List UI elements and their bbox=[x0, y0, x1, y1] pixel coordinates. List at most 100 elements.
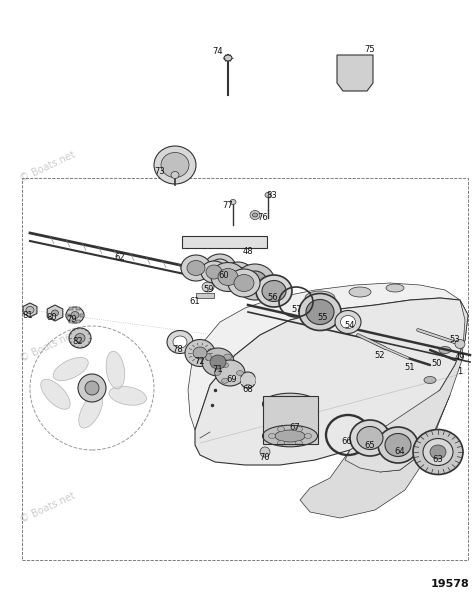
Ellipse shape bbox=[205, 353, 212, 361]
Ellipse shape bbox=[253, 213, 257, 217]
Ellipse shape bbox=[66, 307, 84, 323]
Ellipse shape bbox=[167, 331, 193, 353]
Text: 55: 55 bbox=[318, 313, 328, 322]
Polygon shape bbox=[337, 55, 373, 91]
Ellipse shape bbox=[250, 211, 260, 220]
Ellipse shape bbox=[187, 260, 205, 275]
Ellipse shape bbox=[109, 386, 146, 405]
Ellipse shape bbox=[215, 368, 221, 376]
Bar bbox=[182, 236, 267, 248]
Ellipse shape bbox=[161, 152, 189, 177]
Text: 50: 50 bbox=[432, 359, 442, 368]
Ellipse shape bbox=[69, 328, 91, 348]
Ellipse shape bbox=[306, 300, 334, 325]
Ellipse shape bbox=[423, 439, 453, 466]
Ellipse shape bbox=[413, 429, 463, 475]
Polygon shape bbox=[345, 300, 468, 472]
Text: 65: 65 bbox=[365, 442, 375, 451]
Bar bbox=[76, 307, 81, 310]
Text: © Boats.net: © Boats.net bbox=[19, 150, 77, 184]
Ellipse shape bbox=[237, 371, 244, 376]
Ellipse shape bbox=[41, 379, 70, 410]
Ellipse shape bbox=[181, 255, 211, 281]
Text: 81: 81 bbox=[23, 310, 33, 319]
Circle shape bbox=[260, 447, 270, 457]
Text: 1: 1 bbox=[457, 368, 463, 377]
Ellipse shape bbox=[385, 433, 411, 457]
Text: 80: 80 bbox=[46, 313, 57, 322]
Text: 49: 49 bbox=[455, 353, 465, 362]
Ellipse shape bbox=[228, 269, 260, 297]
Ellipse shape bbox=[228, 267, 248, 285]
Ellipse shape bbox=[241, 372, 255, 384]
Bar bbox=[66, 313, 70, 316]
Text: 52: 52 bbox=[375, 350, 385, 359]
Ellipse shape bbox=[221, 378, 228, 383]
Bar bbox=[70, 307, 73, 310]
Bar bbox=[241, 377, 255, 384]
Ellipse shape bbox=[241, 376, 255, 388]
Text: 68: 68 bbox=[243, 386, 254, 395]
Text: 56: 56 bbox=[268, 294, 278, 303]
Bar bbox=[263, 396, 318, 444]
Text: 79: 79 bbox=[67, 315, 77, 325]
Bar bbox=[263, 396, 318, 444]
Ellipse shape bbox=[424, 377, 436, 383]
Bar bbox=[80, 313, 84, 316]
Ellipse shape bbox=[350, 420, 390, 456]
Text: 48: 48 bbox=[243, 248, 253, 257]
Text: 67: 67 bbox=[290, 423, 301, 432]
Ellipse shape bbox=[243, 271, 267, 293]
Ellipse shape bbox=[224, 55, 232, 61]
Ellipse shape bbox=[275, 430, 305, 442]
Bar bbox=[22, 178, 468, 560]
Ellipse shape bbox=[211, 263, 245, 291]
Ellipse shape bbox=[52, 310, 58, 316]
Text: 71: 71 bbox=[213, 365, 223, 374]
Ellipse shape bbox=[215, 360, 245, 386]
Ellipse shape bbox=[335, 310, 361, 334]
Ellipse shape bbox=[378, 427, 418, 463]
Ellipse shape bbox=[340, 315, 356, 328]
Text: 63: 63 bbox=[433, 456, 443, 464]
Ellipse shape bbox=[75, 334, 85, 343]
Text: 78: 78 bbox=[173, 346, 183, 355]
Ellipse shape bbox=[202, 282, 214, 292]
Ellipse shape bbox=[295, 441, 302, 445]
Ellipse shape bbox=[265, 192, 271, 198]
Ellipse shape bbox=[204, 254, 236, 282]
Text: 61: 61 bbox=[190, 297, 201, 306]
Ellipse shape bbox=[304, 433, 311, 439]
Ellipse shape bbox=[201, 261, 227, 283]
Ellipse shape bbox=[262, 281, 286, 301]
Ellipse shape bbox=[455, 340, 465, 349]
Bar bbox=[196, 293, 214, 298]
Ellipse shape bbox=[173, 336, 187, 348]
Ellipse shape bbox=[210, 355, 226, 369]
Text: 59: 59 bbox=[204, 285, 214, 294]
Ellipse shape bbox=[277, 441, 284, 445]
Text: 83: 83 bbox=[266, 192, 277, 201]
Text: 82: 82 bbox=[73, 337, 83, 346]
Text: 60: 60 bbox=[219, 270, 229, 279]
Ellipse shape bbox=[171, 171, 179, 179]
Text: 64: 64 bbox=[395, 448, 405, 457]
Polygon shape bbox=[23, 303, 37, 317]
Text: 62: 62 bbox=[115, 254, 125, 263]
Ellipse shape bbox=[268, 433, 275, 439]
Polygon shape bbox=[188, 283, 460, 430]
Ellipse shape bbox=[185, 340, 215, 367]
Ellipse shape bbox=[222, 262, 254, 290]
Polygon shape bbox=[300, 395, 450, 518]
Bar bbox=[70, 319, 73, 322]
Ellipse shape bbox=[218, 269, 238, 285]
Circle shape bbox=[85, 381, 99, 395]
Ellipse shape bbox=[235, 264, 275, 300]
Text: 70: 70 bbox=[260, 454, 270, 463]
Ellipse shape bbox=[439, 346, 451, 353]
Ellipse shape bbox=[210, 259, 230, 277]
Ellipse shape bbox=[299, 294, 341, 331]
Ellipse shape bbox=[154, 146, 196, 184]
Text: 54: 54 bbox=[345, 322, 355, 331]
Text: 66: 66 bbox=[342, 438, 352, 447]
